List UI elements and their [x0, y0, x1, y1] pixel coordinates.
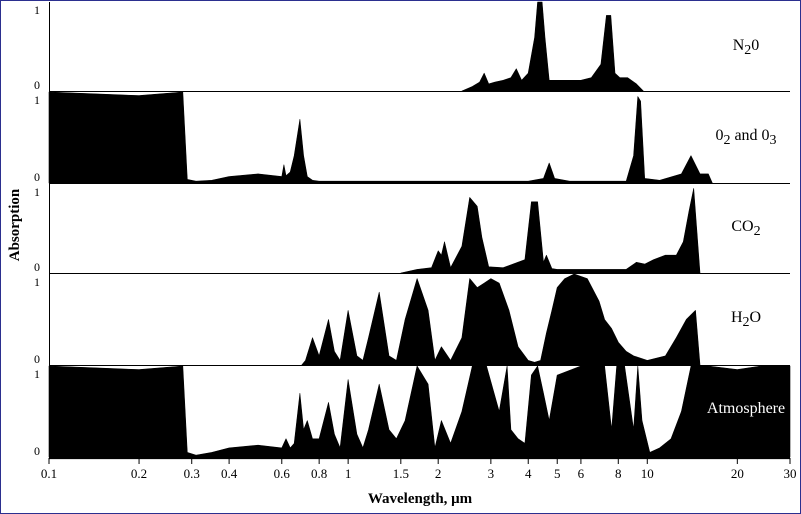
x-tick-label-15: 20 [731, 466, 744, 481]
x-tick-label-4: 0.6 [274, 466, 291, 481]
x-tick-label-10: 4 [525, 466, 532, 481]
y-tick-label-top-1: 1 [34, 93, 40, 107]
absorption-area-1 [48, 91, 713, 184]
y-axis-title: Absorption [7, 188, 23, 261]
absorption-area-4 [48, 365, 791, 458]
x-tick-label-13: 8 [615, 466, 622, 481]
y-tick-label-bottom-0: 0 [34, 78, 40, 92]
absorption-area-3 [301, 273, 701, 366]
panel-2: 1 0 CO2 [34, 185, 790, 274]
x-tick-label-14: 10 [641, 466, 654, 481]
x-tick-label-7: 1.5 [393, 466, 409, 481]
y-tick-label-bottom-1: 0 [34, 170, 40, 184]
y-tick-label-bottom-2: 0 [34, 260, 40, 274]
panel-4: 1 0 Atmosphere [34, 365, 791, 458]
panel-0: 1 0 N20 [34, 1, 790, 92]
panel-label-0: N20 [733, 37, 760, 58]
x-tick-label-6: 1 [345, 466, 352, 481]
y-tick-label-top-4: 1 [34, 367, 40, 381]
panel-label-4: Atmosphere [707, 400, 785, 417]
x-tick-label-0: 0.1 [41, 466, 57, 481]
x-tick-label-11: 5 [554, 466, 561, 481]
x-tick-label-3: 0.4 [221, 466, 238, 481]
absorption-area-0 [461, 1, 644, 92]
x-tick-label-9: 3 [488, 466, 495, 481]
axes: 0.1 0.2 0.3 0.4 0.6 0.8 1 1.5 2 3 4 5 6 8 10 20 30 [41, 2, 797, 481]
x-tick-label-16: 30 [784, 466, 797, 481]
panel-1: 1 0 02 and 03 [34, 91, 790, 184]
x-tick-label-5: 0.8 [311, 466, 327, 481]
x-tick-label-2: 0.3 [184, 466, 200, 481]
y-tick-label-bottom-3: 0 [34, 352, 40, 366]
x-axis-title: Wavelength, μm [368, 491, 473, 507]
x-tick-label-1: 0.2 [131, 466, 147, 481]
y-tick-label-top-0: 1 [34, 3, 40, 17]
panel-3: 1 0 H2O [34, 273, 790, 366]
y-tick-label-top-3: 1 [34, 275, 40, 289]
x-tick-label-8: 2 [435, 466, 442, 481]
absorption-area-2 [400, 188, 701, 274]
x-tick-label-12: 6 [578, 466, 585, 481]
panel-label-2: CO2 [731, 218, 760, 239]
y-tick-label-bottom-4: 0 [34, 444, 40, 458]
panel-label-3: H2O [731, 309, 761, 330]
panel-label-1: 02 and 03 [715, 127, 776, 148]
y-tick-label-top-2: 1 [34, 185, 40, 199]
